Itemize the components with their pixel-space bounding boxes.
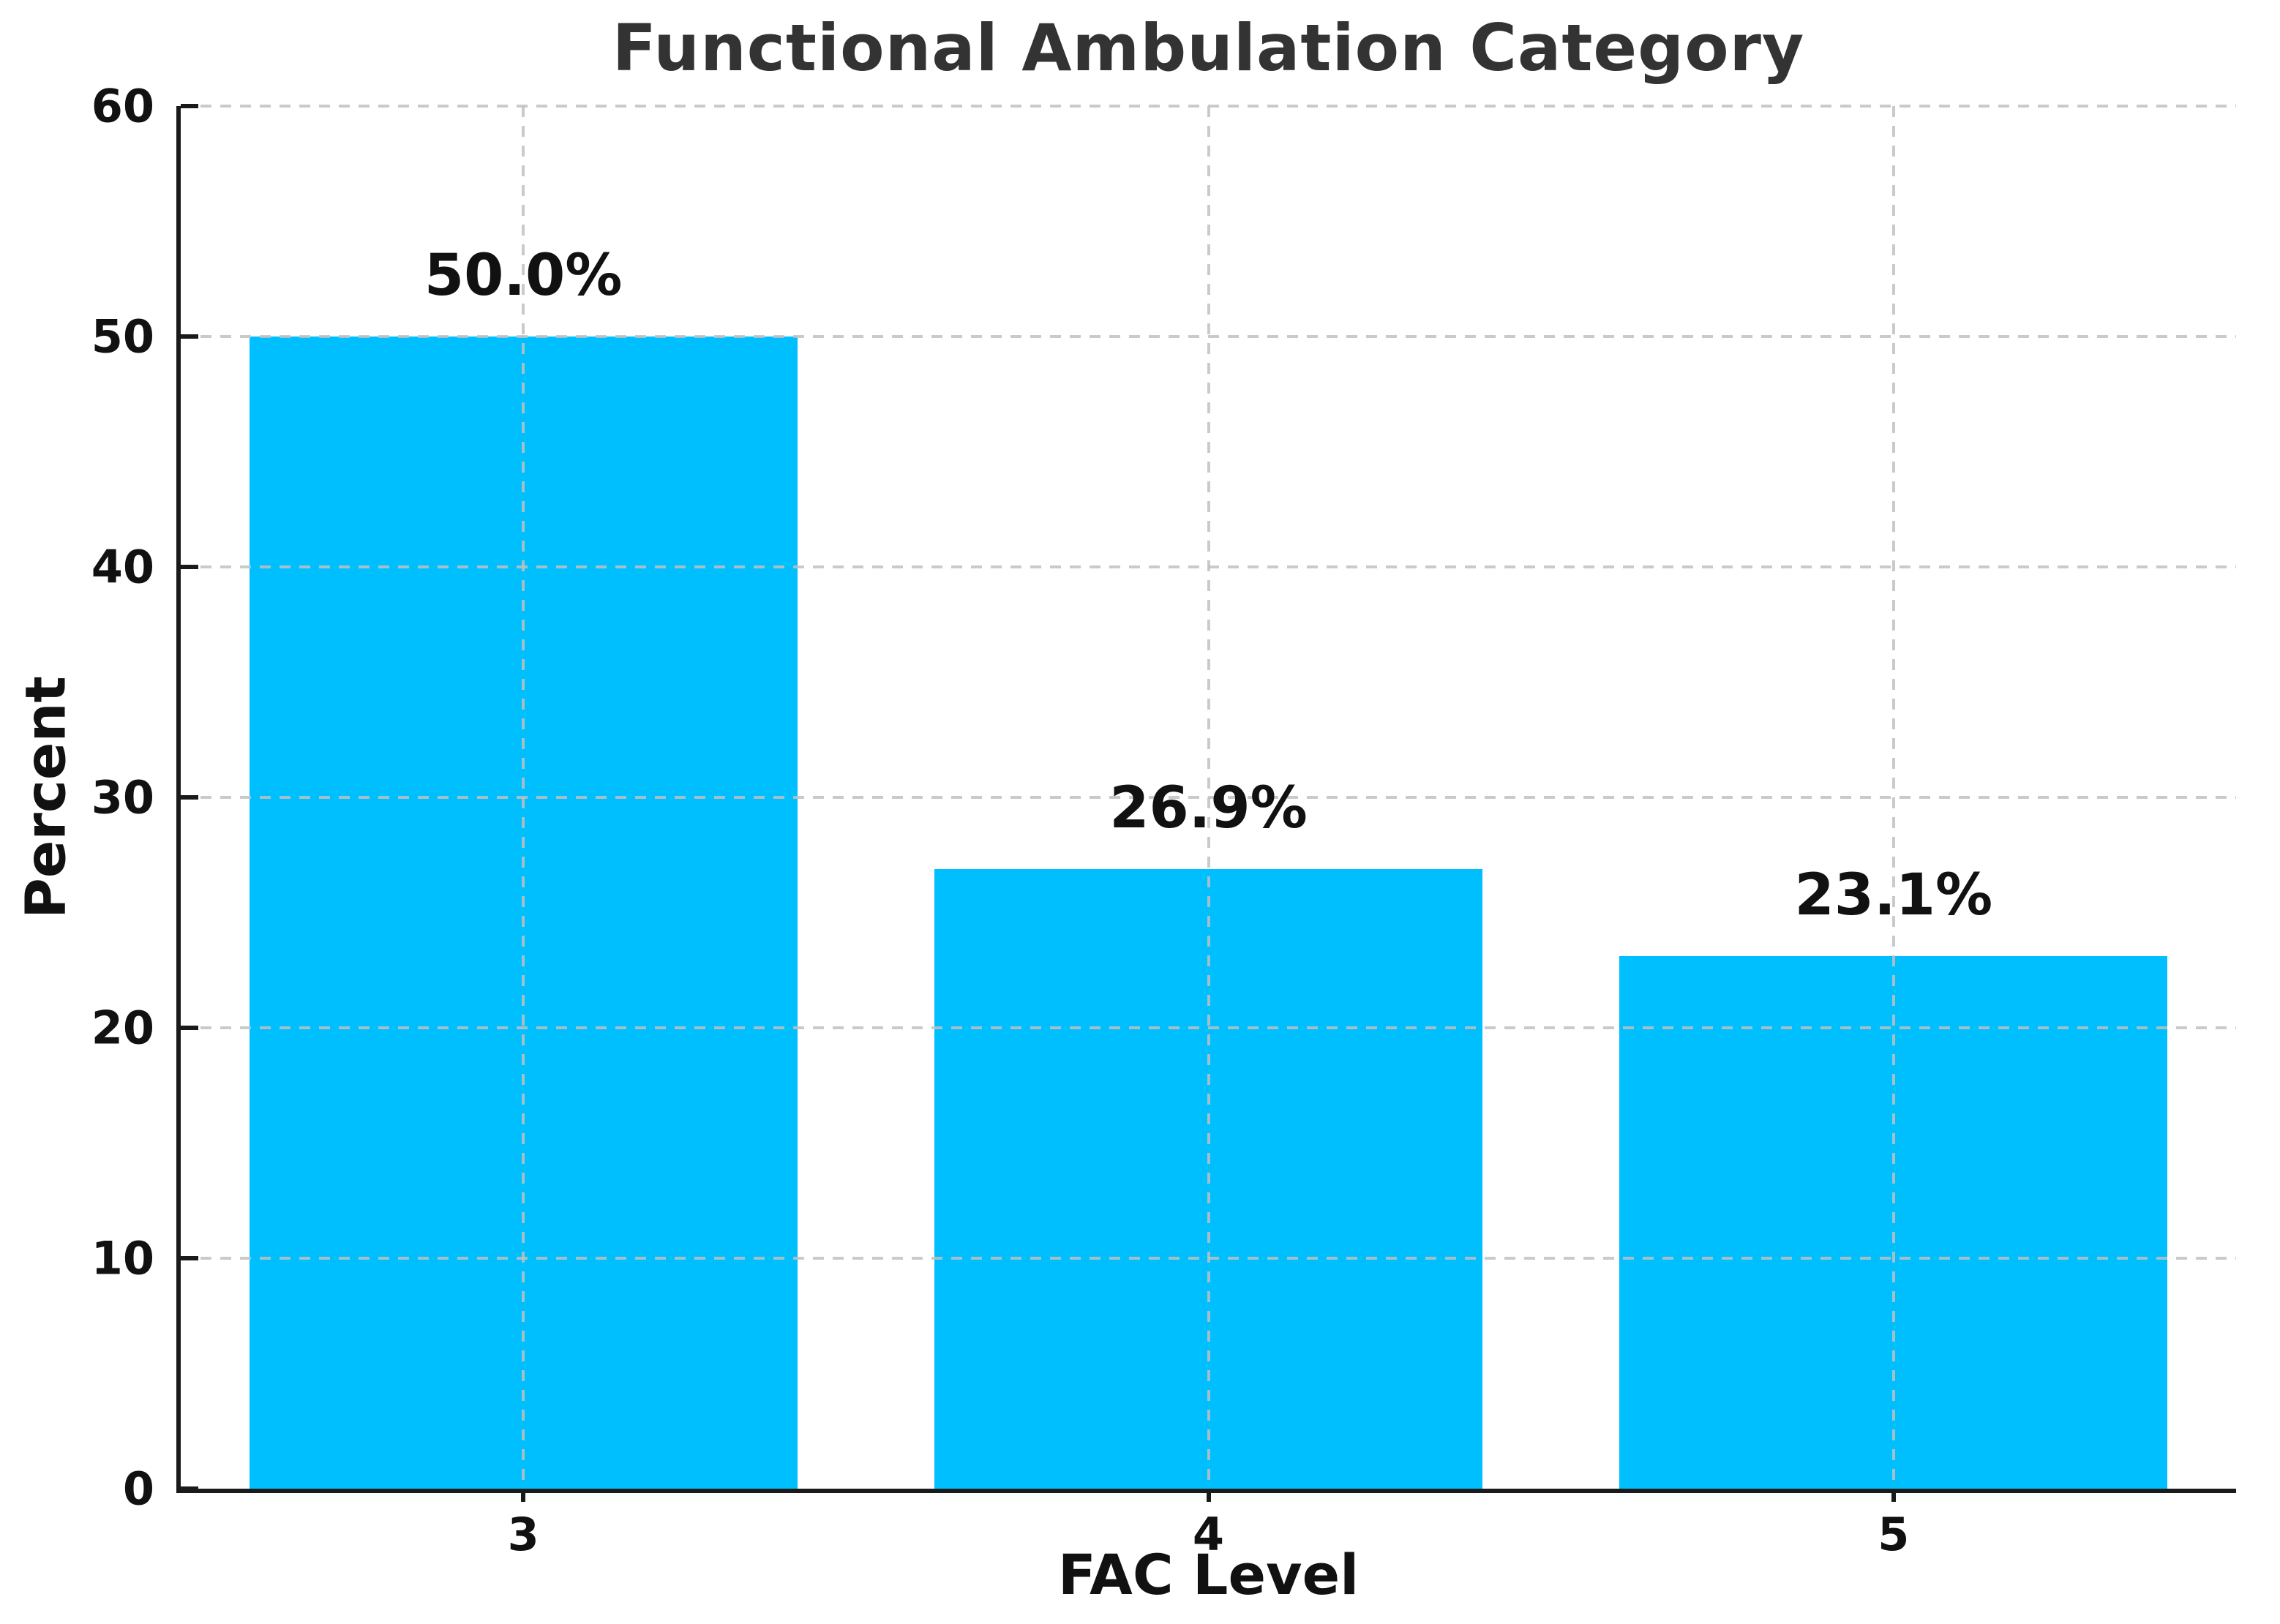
y-tick-label: 50 xyxy=(91,309,154,364)
y-tick xyxy=(181,1256,198,1260)
bar-value-label: 26.9% xyxy=(1109,775,1308,841)
bar-value-label: 50.0% xyxy=(424,243,623,309)
y-tick-label: 10 xyxy=(91,1231,154,1285)
chart-title: Functional Ambulation Category xyxy=(612,10,1805,86)
y-tick xyxy=(181,795,198,800)
x-tick xyxy=(1891,1489,1896,1502)
plot-area: 0 10 20 30 40 50 60 3 50.0% 4 26.9% 5 23.1% xyxy=(91,80,2236,1561)
x-tick-label: 4 xyxy=(1192,1508,1225,1561)
x-tick xyxy=(1206,1489,1211,1502)
y-axis-label: Percent xyxy=(12,676,78,919)
y-tick xyxy=(181,104,198,108)
y-tick xyxy=(181,1486,198,1491)
v-gridline xyxy=(1891,106,1895,1489)
y-tick xyxy=(181,564,198,569)
x-tick xyxy=(521,1489,526,1502)
y-tick-label: 60 xyxy=(91,79,154,133)
bar-value-label: 23.1% xyxy=(1794,862,1993,929)
x-axis-label: FAC Level xyxy=(1057,1542,1360,1607)
y-tick xyxy=(181,1025,198,1030)
x-tick-label: 3 xyxy=(507,1508,539,1561)
x-tick-label: 5 xyxy=(1878,1508,1910,1561)
y-tick-label: 20 xyxy=(91,1001,154,1055)
v-gridline xyxy=(1207,106,1210,1489)
v-gridline xyxy=(522,106,525,1489)
y-tick-label: 0 xyxy=(122,1462,154,1516)
y-tick xyxy=(181,334,198,339)
y-tick-label: 30 xyxy=(91,770,154,824)
y-tick-label: 40 xyxy=(91,540,154,594)
